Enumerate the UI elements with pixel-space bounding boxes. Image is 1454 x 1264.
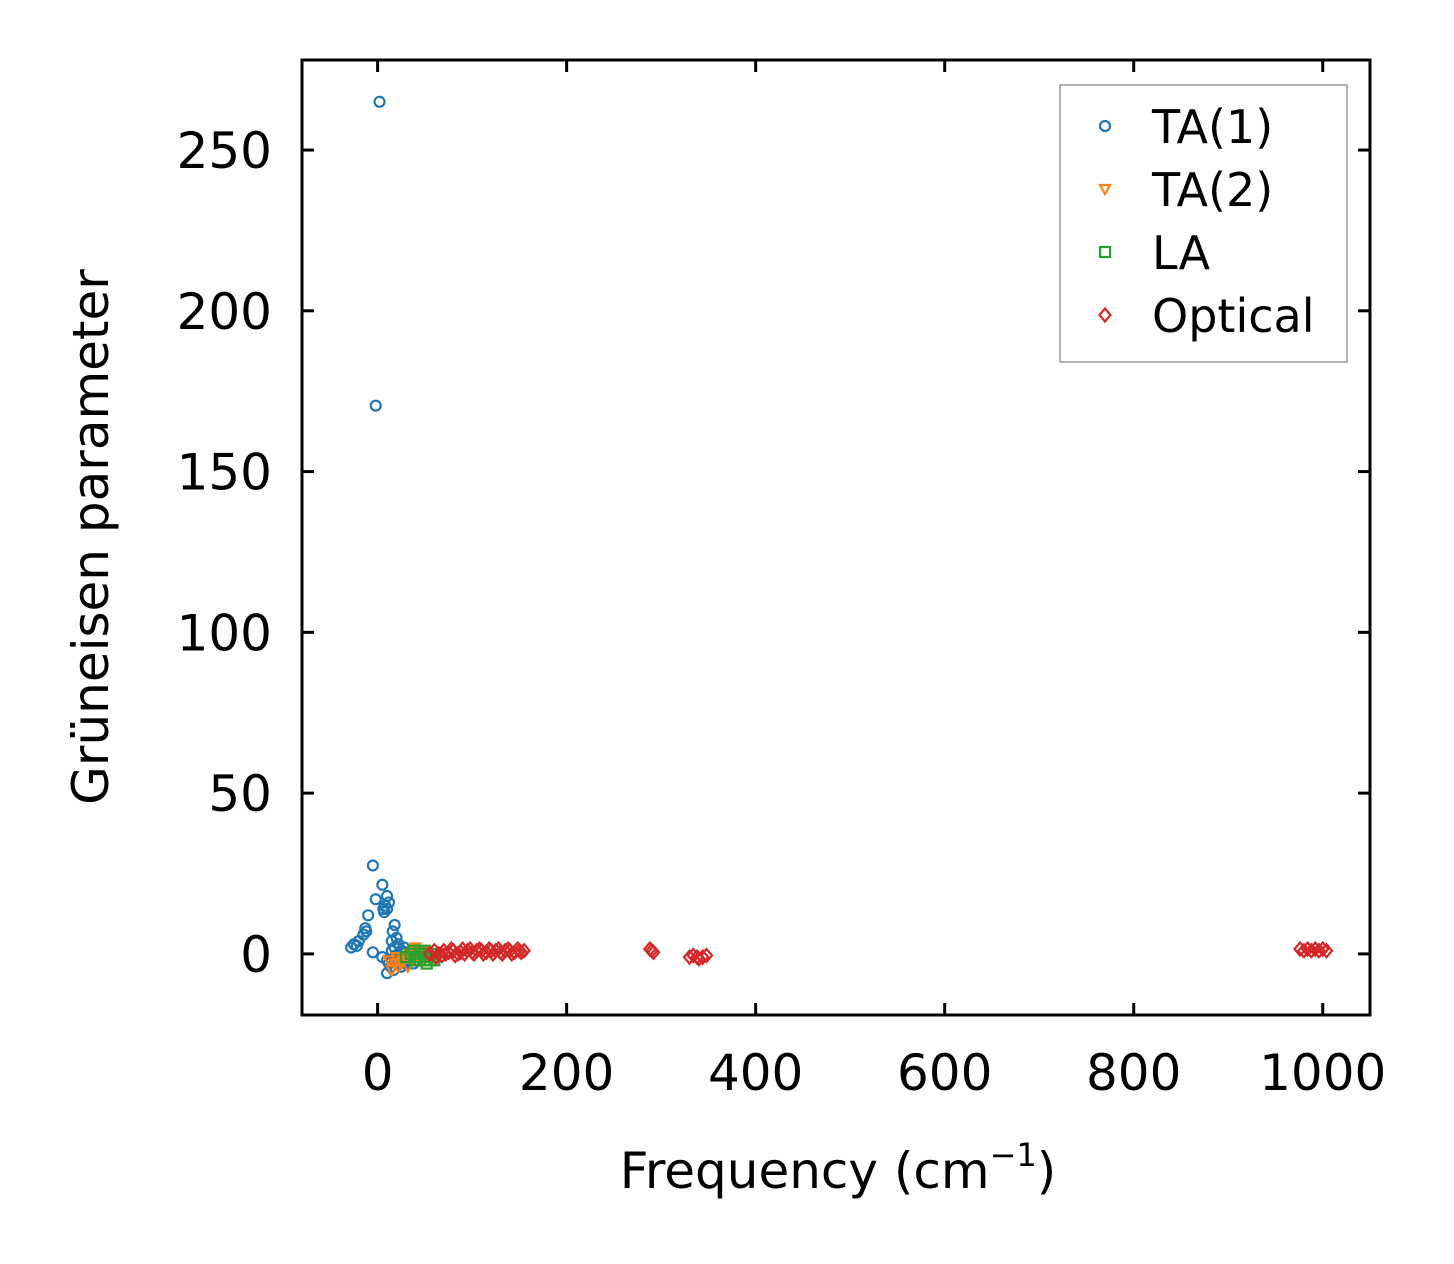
point-ta-1: [366, 946, 379, 959]
x-tick-label: 200: [519, 1044, 614, 1102]
y-axis-label: Grüneisen parameter: [62, 269, 120, 805]
legend-marker: [1098, 119, 1112, 133]
legend-label: TA(2): [1151, 163, 1273, 217]
point-optical: [441, 944, 456, 961]
point-ta-1: [369, 893, 382, 906]
legend-label: Optical: [1152, 289, 1314, 343]
point-optical: [514, 944, 529, 961]
point-optical: [422, 945, 437, 963]
legend-marker: [1098, 306, 1112, 324]
point-ta-1: [376, 878, 389, 891]
legend-label: LA: [1152, 226, 1211, 280]
point-ta-1: [378, 906, 391, 919]
legend-marker: [1098, 245, 1112, 259]
axis-ticks: 0 200 400 600 800 1000 0 50 100 150 200 250: [177, 60, 1386, 1102]
point-optical: [699, 947, 714, 964]
x-axis-label: Frequency (cm−1): [620, 1136, 1057, 1200]
y-tick-label: 250: [177, 122, 272, 180]
plot-frame: [300, 58, 1372, 1017]
point-optical: [695, 948, 710, 966]
legend-label: TA(1): [1151, 100, 1273, 154]
point-optical: [1315, 940, 1330, 958]
point-optical: [646, 944, 661, 961]
legend: TA(1) TA(2) LA Optical: [1059, 84, 1348, 363]
x-axis-label-exponent: −1: [990, 1136, 1037, 1174]
x-tick-label: 800: [1086, 1044, 1181, 1102]
x-tick-label: 1000: [1259, 1044, 1386, 1102]
point-optical: [517, 942, 532, 959]
point-optical: [444, 940, 459, 958]
y-tick-label: 200: [177, 283, 272, 341]
legend-marker: [1098, 183, 1112, 197]
point-ta-1: [360, 925, 373, 938]
point-ta-2: [384, 964, 399, 978]
point-optical: [1319, 942, 1334, 959]
y-tick-label: 50: [208, 765, 272, 823]
x-tick-label: 400: [708, 1044, 803, 1102]
point-ta-1: [345, 941, 358, 954]
point-ta-1: [362, 909, 375, 922]
point-ta-1: [388, 918, 401, 932]
y-tick-label: 0: [240, 926, 272, 984]
point-optical: [434, 947, 449, 964]
point-ta-1: [380, 902, 394, 915]
y-tick-label: 100: [177, 604, 272, 662]
x-axis-label-text: Frequency (cm: [620, 1142, 990, 1200]
y-tick-label: 150: [177, 444, 272, 502]
point-ta-1: [350, 939, 363, 952]
point-ta-1: [369, 399, 382, 412]
point-ta-1: [373, 95, 386, 108]
x-tick-label: 600: [897, 1044, 992, 1102]
data-points: [345, 95, 1334, 980]
x-axis-label-close: ): [1037, 1142, 1057, 1200]
point-ta-1: [366, 859, 379, 872]
x-tick-label: 0: [362, 1044, 394, 1102]
